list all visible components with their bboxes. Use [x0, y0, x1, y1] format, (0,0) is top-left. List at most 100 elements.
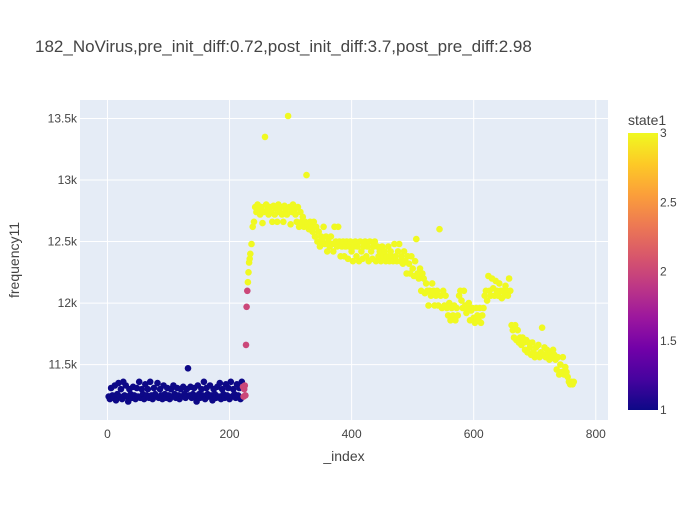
data-point [315, 228, 323, 235]
data-point [405, 260, 413, 268]
data-point [465, 299, 473, 307]
colorbar-tick-label: 2 [660, 265, 667, 279]
data-point [356, 238, 364, 245]
y-tick-label: 13.5k [48, 111, 78, 125]
data-point [509, 326, 517, 334]
data-point [377, 257, 385, 265]
data-point [570, 378, 578, 386]
data-point [297, 208, 304, 216]
data-point [557, 361, 564, 368]
data-point [229, 385, 237, 393]
data-point [284, 112, 292, 120]
data-point [378, 243, 386, 250]
y-tick-label: 12.5k [48, 235, 78, 249]
data-point [549, 346, 557, 354]
x-tick-label: 400 [342, 427, 362, 441]
data-point [381, 248, 388, 255]
data-point [248, 240, 255, 248]
data-point [218, 385, 226, 393]
data-point [535, 341, 542, 349]
plot-area[interactable] [80, 100, 608, 420]
data-point [316, 243, 324, 250]
data-point [244, 287, 251, 295]
data-point [504, 292, 512, 300]
data-point [280, 218, 287, 226]
data-point [150, 384, 158, 392]
data-point [200, 378, 208, 386]
data-point [271, 211, 279, 218]
data-point [117, 385, 125, 393]
data-point [411, 257, 419, 265]
colorbar-title: state1 [628, 112, 666, 128]
data-point [345, 243, 353, 250]
data-point [453, 304, 460, 312]
data-point [349, 257, 357, 265]
data-point [477, 319, 485, 327]
data-point [447, 317, 454, 324]
data-point [283, 211, 291, 218]
data-point [385, 243, 392, 250]
data-point [216, 379, 224, 387]
data-point [452, 317, 459, 324]
data-point [554, 353, 562, 361]
data-point [310, 218, 318, 226]
data-point [458, 297, 465, 304]
colorbar-ticks: 1 1.5 2 2.5 3 [660, 126, 677, 417]
data-point [480, 304, 487, 312]
data-point [309, 228, 316, 235]
data-point [559, 353, 567, 361]
data-point [245, 269, 252, 276]
data-point [312, 223, 320, 231]
data-point [460, 287, 468, 295]
data-point [144, 385, 152, 393]
data-point [241, 382, 249, 389]
data-point [367, 248, 375, 255]
data-point [505, 275, 513, 282]
data-point [398, 252, 406, 260]
data-point [394, 248, 402, 255]
colorbar-tick-label: 1 [660, 403, 667, 417]
data-point [303, 171, 310, 179]
data-point [322, 233, 330, 240]
y-tick-label: 13k [58, 173, 78, 187]
data-point [444, 312, 452, 319]
data-point [344, 255, 352, 263]
colorbar-tick-label: 3 [660, 126, 667, 140]
data-point [443, 304, 451, 312]
data-point [425, 302, 432, 309]
data-point [269, 218, 276, 226]
data-point [334, 223, 342, 231]
data-point [261, 133, 269, 141]
data-point [376, 248, 384, 255]
data-point [292, 211, 299, 218]
data-point [311, 233, 319, 240]
x-axis-label: _index [322, 448, 364, 464]
y-tick-label: 11.5k [49, 358, 78, 372]
data-point [293, 218, 301, 226]
data-point [243, 303, 250, 311]
data-point [366, 238, 374, 245]
data-point [529, 339, 536, 346]
data-point [538, 324, 546, 332]
data-point [142, 381, 149, 388]
x-tick-label: 0 [104, 427, 111, 441]
data-point [138, 385, 145, 393]
data-point [514, 326, 521, 334]
y-tick-label: 12k [58, 296, 78, 310]
data-point [353, 252, 360, 260]
data-point [333, 243, 341, 250]
data-point [320, 223, 327, 231]
data-point [437, 292, 445, 300]
data-point [371, 238, 379, 245]
y-axis-ticks: 11.5k 12k 12.5k 13k 13.5k [48, 111, 78, 371]
data-point [244, 278, 252, 286]
data-point [436, 225, 443, 233]
data-point [364, 243, 371, 250]
data-point [413, 235, 420, 243]
data-point [414, 270, 421, 277]
data-point [327, 233, 335, 240]
data-point [526, 344, 534, 351]
data-points [105, 112, 578, 405]
data-point [422, 280, 430, 287]
